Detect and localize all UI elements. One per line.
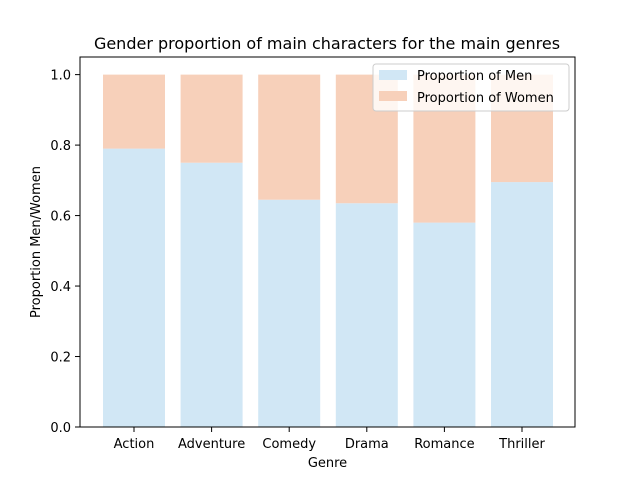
y-tick-label: 0.6 xyxy=(50,210,71,225)
y-tick-label: 1.0 xyxy=(50,69,71,84)
bars-group xyxy=(103,74,553,427)
legend-label-men: Proportion of Men xyxy=(417,69,532,84)
chart-title: Gender proportion of main characters for… xyxy=(94,34,560,53)
legend-label-women: Proportion of Women xyxy=(417,91,554,106)
bar-women-comedy xyxy=(258,74,321,200)
y-tick-label: 0.4 xyxy=(50,280,71,295)
axes-frame xyxy=(79,56,576,428)
bar-men-adventure xyxy=(180,162,243,427)
legend: Proportion of Men Proportion of Women xyxy=(372,63,570,112)
bar-men-action xyxy=(103,148,165,427)
x-tick-label-comedy: Comedy xyxy=(262,437,316,452)
x-axis-label: Genre xyxy=(308,456,347,471)
y-tick-label: 0.2 xyxy=(50,351,71,366)
x-tick-label-drama: Drama xyxy=(345,437,389,452)
x-tick-label-adventure: Adventure xyxy=(178,437,245,452)
y-axis: 0.0 0.2 0.4 0.6 0.8 1.0 xyxy=(50,69,80,436)
y-tick-label: 0.0 xyxy=(50,421,71,436)
y-axis-label: Proportion Men/Women xyxy=(29,166,44,318)
bar-men-thriller xyxy=(491,182,553,427)
bar-women-action xyxy=(103,74,165,149)
legend-swatch-women xyxy=(379,91,407,101)
x-tick-label-romance: Romance xyxy=(414,437,474,452)
legend-swatch-men xyxy=(379,70,407,80)
bar-women-adventure xyxy=(180,74,243,163)
x-tick-label-action: Action xyxy=(114,437,155,452)
x-axis: Action Adventure Comedy Drama Romance Thrille… xyxy=(114,427,546,452)
bar-men-drama xyxy=(335,203,398,427)
x-tick-label-thriller: Thriller xyxy=(498,437,545,452)
bar-men-comedy xyxy=(258,199,321,427)
legend-box xyxy=(372,63,570,112)
y-tick-label: 0.8 xyxy=(50,139,71,154)
bar-men-romance xyxy=(413,222,476,427)
